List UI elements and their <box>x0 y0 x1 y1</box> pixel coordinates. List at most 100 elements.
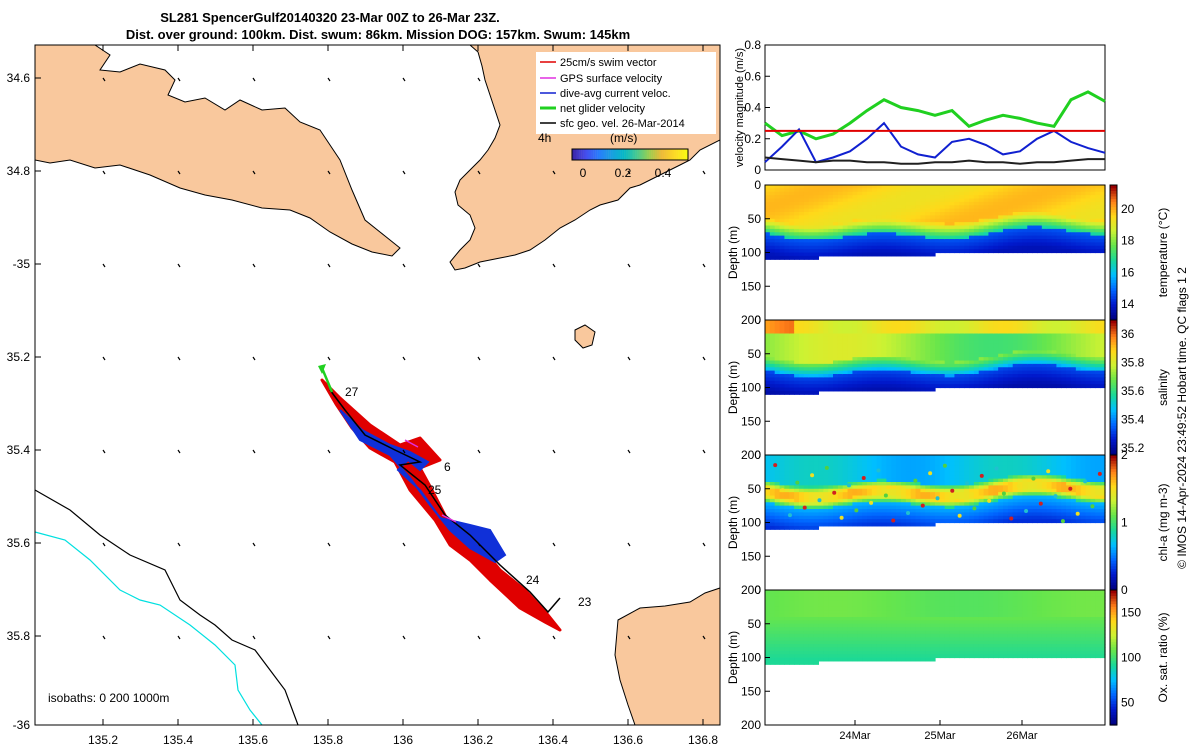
map-cbar-cell <box>607 149 609 160</box>
legend-item-geo: sfc geo. vel. 26-Mar-2014 <box>540 118 685 130</box>
section-cell <box>979 249 984 253</box>
section-cell <box>794 526 799 530</box>
map-cbar-cell <box>638 149 640 160</box>
map-cbar-tick-1: 0.2 <box>615 166 632 180</box>
section-ytick-label: 150 <box>741 279 761 293</box>
chl-dot <box>1039 502 1043 506</box>
section-cell <box>950 384 955 388</box>
section-cell <box>1086 249 1091 253</box>
section-cell <box>969 249 974 253</box>
velocity-ytick-label: 0.4 <box>744 101 761 115</box>
map-cbar-cell <box>676 149 678 160</box>
map-cbar-cell <box>645 149 647 160</box>
section-cell <box>1056 249 1061 253</box>
map-cbar-cell <box>628 149 630 160</box>
section-cell <box>818 388 823 392</box>
chl-dot <box>1009 516 1013 520</box>
section-cell <box>896 523 901 527</box>
section-cell <box>935 519 940 523</box>
section-cell <box>828 253 833 257</box>
map-cbar-cell <box>586 149 588 160</box>
section-ytick-label: 50 <box>748 212 762 226</box>
section-cell <box>1066 249 1071 253</box>
map-xtick-label: 135.6 <box>238 733 268 747</box>
section-cell <box>896 388 901 392</box>
chl-dot <box>817 498 821 502</box>
map-xtick-label: 136.2 <box>463 733 493 747</box>
section-cell <box>828 388 833 392</box>
map-cbar-cell <box>603 149 605 160</box>
section-cell <box>964 249 969 253</box>
section-cell <box>925 253 930 257</box>
section-cbar-tick: 0 <box>1121 583 1128 597</box>
section-ytick-label: 0 <box>754 178 761 192</box>
section-cell <box>789 526 794 530</box>
section-ytick-label: 0 <box>754 448 761 462</box>
section-cell <box>998 384 1003 388</box>
section-cell <box>1003 384 1008 388</box>
chl-dot <box>1076 512 1080 516</box>
colorbar-4h-label: 4h <box>538 131 551 145</box>
section-cell <box>925 523 930 527</box>
section-cell <box>770 391 775 395</box>
section-cell <box>843 388 848 392</box>
chl-dot <box>906 511 910 515</box>
chl-dot <box>913 479 917 483</box>
section-cbar-label: temperature (°C) <box>1156 208 1170 298</box>
map-xtick-label: 136 <box>393 733 413 747</box>
section-cbar-tick: 2 <box>1121 448 1128 462</box>
map-cbar-cell <box>582 149 584 160</box>
section-cell <box>867 388 872 392</box>
chl-dot <box>958 514 962 518</box>
section-cell <box>784 391 789 395</box>
map-cbar-cell <box>670 149 672 160</box>
section-cell <box>954 384 959 388</box>
map-cbar-tick-0: 0 <box>580 166 587 180</box>
section-cbar-tick: 16 <box>1121 265 1135 279</box>
velocity-ytick-label: 0.2 <box>744 132 761 146</box>
section-cell <box>954 519 959 523</box>
section-cbar-label: salinity <box>1156 369 1170 406</box>
section-cell <box>1022 519 1027 523</box>
section-cell <box>823 388 828 392</box>
section-cell <box>1032 519 1037 523</box>
section-ytick-label: 150 <box>741 549 761 563</box>
map-ytick-label: 35.4 <box>7 443 31 457</box>
day-label-25: 25 <box>428 483 442 497</box>
section-cell <box>780 391 785 395</box>
section-cell <box>1076 249 1081 253</box>
chl-dot <box>847 483 851 487</box>
section-cell <box>886 253 891 257</box>
chl-dot <box>803 506 807 510</box>
chl-dot <box>1054 494 1058 498</box>
map-cbar-cell <box>584 149 586 160</box>
section-cell <box>784 256 789 260</box>
section-cell <box>1071 384 1076 388</box>
section-cell <box>1042 384 1047 388</box>
section-cell <box>784 661 789 665</box>
map-cbar-cell <box>613 149 615 160</box>
section-cell <box>974 249 979 253</box>
velocity-ylabel: velocity magnitude (m/s) <box>734 48 746 167</box>
section-cbar-tick: 35.8 <box>1121 356 1145 370</box>
map-cbar-cell <box>653 149 655 160</box>
section-cell <box>1047 249 1052 253</box>
day-label-26: 6 <box>444 460 451 474</box>
legend-label-geo: sfc geo. vel. 26-Mar-2014 <box>560 118 685 130</box>
section-cell <box>940 249 945 253</box>
section-cell <box>828 523 833 527</box>
section-cell <box>852 253 857 257</box>
section-cell <box>1013 249 1018 253</box>
section-cell <box>872 388 877 392</box>
map-colorbar-unit: (m/s) <box>610 131 637 145</box>
section-cell <box>993 249 998 253</box>
section-cell <box>901 523 906 527</box>
map-cbar-cell <box>578 149 580 160</box>
section-cell <box>974 384 979 388</box>
section-cell <box>916 523 921 527</box>
section-cell <box>862 253 867 257</box>
section-cell <box>920 253 925 257</box>
map-cbar-cell <box>640 149 642 160</box>
map-cbar-cell <box>576 149 578 160</box>
